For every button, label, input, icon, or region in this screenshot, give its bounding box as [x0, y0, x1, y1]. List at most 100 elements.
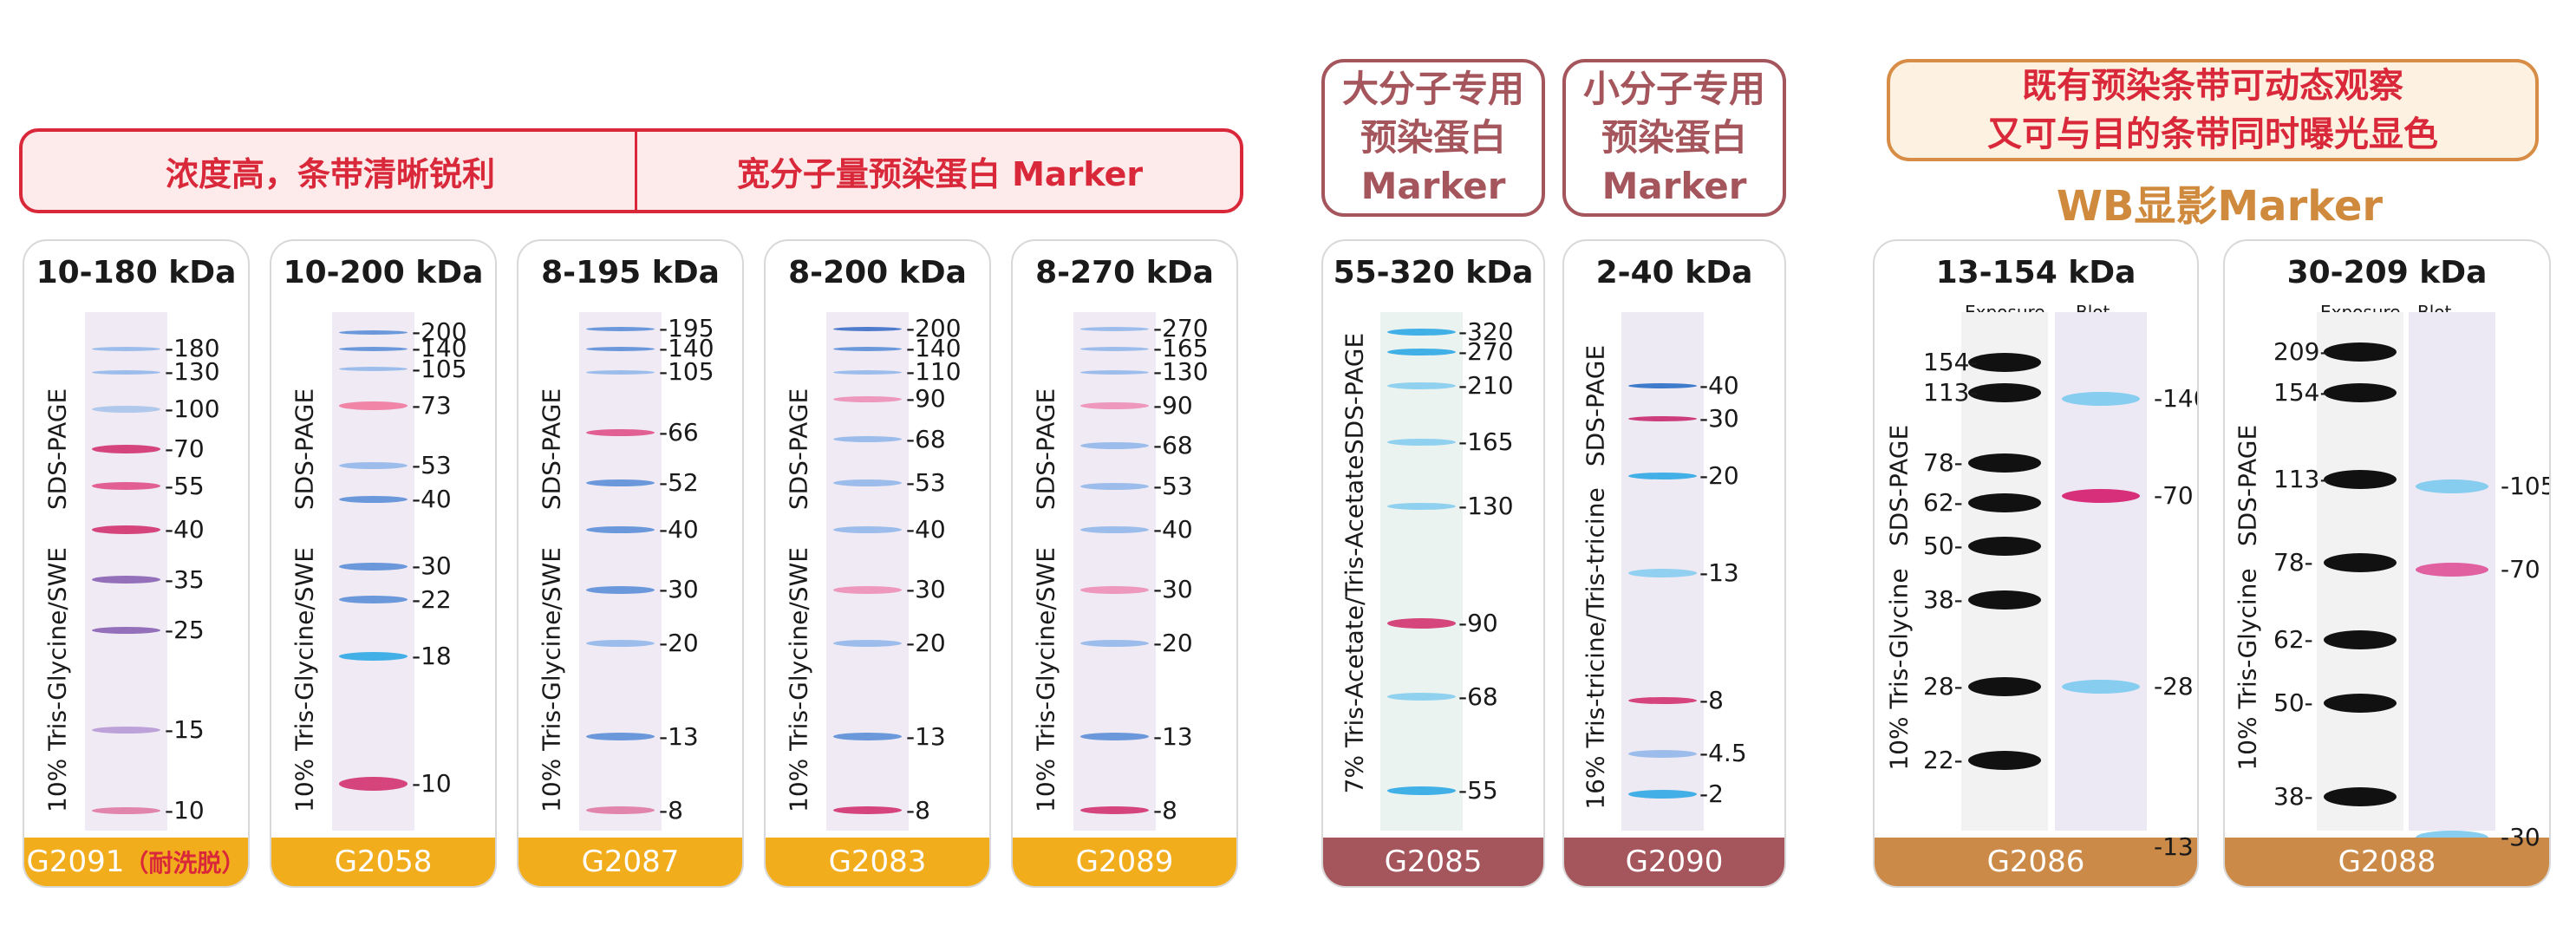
- gel-band: [585, 369, 655, 375]
- gel-band: [1386, 439, 1457, 447]
- mw-label: -180: [165, 334, 220, 363]
- gel-band: [832, 639, 903, 647]
- card-g2091: 10-180 kDa SDS-PAGE 10% Tris-Glycine/SWE…: [23, 239, 250, 888]
- card-g2089: 8-270 kDa SDS-PAGE 10% Tris-Glycine/SWE …: [1011, 239, 1238, 888]
- banner-large-line-3: Marker: [1360, 165, 1506, 207]
- mw-label-right: -70: [2154, 481, 2194, 511]
- mw-label-right: -105: [2501, 471, 2551, 500]
- mw-label: -10: [412, 768, 452, 798]
- card-title: 30-209 kDa: [2286, 255, 2488, 290]
- gel-label-top: SDS-PAGE: [1340, 332, 1369, 455]
- gel-band: [832, 479, 903, 486]
- mw-label: -20: [906, 628, 946, 657]
- mw-label: -200: [412, 317, 467, 347]
- exposure-band: [2324, 694, 2397, 714]
- gel-band: [585, 733, 655, 741]
- mw-label: -66: [659, 417, 699, 447]
- mw-label: -68: [1458, 681, 1498, 711]
- gel-band: [1386, 349, 1457, 356]
- gel-band: [91, 405, 161, 413]
- gel-band: [585, 346, 655, 351]
- gel-label-top: SDS-PAGE: [42, 388, 72, 511]
- mw-label: -140: [906, 334, 962, 363]
- exposure-band: [1968, 537, 2041, 557]
- mw-label-left: 38-: [2273, 782, 2313, 812]
- mw-label: -53: [1153, 471, 1193, 500]
- gel-band: [1386, 381, 1457, 389]
- banner-wb-line-2: 又可与目的条带同时曝光显色: [1987, 114, 2438, 154]
- mw-label: -40: [1699, 370, 1739, 400]
- gel-band: [1079, 402, 1150, 410]
- blot-lane: [2409, 312, 2495, 844]
- mw-label: -4.5: [1699, 739, 1747, 768]
- mw-label: -90: [1153, 391, 1193, 421]
- mw-label: -55: [1458, 775, 1498, 805]
- gel-band: [585, 806, 655, 815]
- exposure-band: [2324, 553, 2397, 573]
- gel-band: [1627, 696, 1698, 704]
- gel-band: [1079, 639, 1150, 647]
- gel-band: [1627, 416, 1698, 422]
- gel-label-bottom: 10% Tris-Glycine/SWE: [784, 547, 813, 812]
- mw-label: -165: [1458, 427, 1514, 457]
- mw-label: -30: [659, 575, 699, 604]
- mw-label: -35: [165, 564, 205, 594]
- product-code: G2091: [26, 844, 125, 879]
- gel-lane: [332, 312, 414, 831]
- gel-lane: [826, 312, 909, 831]
- mw-label: -140: [659, 334, 714, 363]
- gel-label-top: SDS-PAGE: [1031, 388, 1060, 511]
- exposure-band: [2324, 787, 2397, 807]
- blot-band: [2062, 489, 2140, 504]
- banner-divider: [635, 130, 637, 212]
- gel-band: [1627, 749, 1698, 758]
- gel-band: [91, 626, 161, 634]
- banner-large-molecule: 大分子专用 预染蛋白 Marker: [1321, 59, 1545, 217]
- mw-label-left: 113-: [1923, 377, 1979, 407]
- mw-label-left: 154-: [2273, 377, 2329, 407]
- mw-label: -30: [1153, 575, 1193, 604]
- mw-label: -68: [906, 424, 946, 453]
- gel-band: [91, 346, 161, 351]
- banner-large-line-1: 大分子专用: [1341, 68, 1524, 110]
- gel-label-top: SDS-PAGE: [537, 388, 566, 511]
- mw-label: -130: [1153, 357, 1209, 387]
- gel-band: [585, 479, 655, 486]
- gel-label-bottom: 7% Tris-Acetate/Tris-Acetate: [1340, 454, 1369, 794]
- product-code: G2089: [1075, 844, 1174, 879]
- card-g2088: 30-209 kDa Exposure Blot SDS-PAGE 10% Tr…: [2223, 239, 2551, 888]
- mw-label: -13: [906, 721, 946, 751]
- gel-lane: [1621, 312, 1704, 831]
- mw-label-right: -13: [2154, 832, 2194, 862]
- mw-label: -200: [906, 314, 962, 343]
- gel-lane: [1380, 312, 1463, 831]
- gel-band: [1079, 525, 1150, 533]
- mw-label-left: 22-: [1923, 745, 1963, 774]
- gel-band: [1627, 789, 1698, 799]
- exposure-band: [1968, 750, 2041, 770]
- blot-band: [2416, 563, 2488, 577]
- mw-label: -270: [1458, 337, 1514, 367]
- mw-label: -20: [1699, 461, 1739, 491]
- product-code-bar: G2087: [518, 838, 742, 886]
- mw-label-left: 28-: [1923, 672, 1963, 701]
- mw-label-left: 209-: [2273, 337, 2329, 367]
- mw-label: -68: [1153, 431, 1193, 460]
- mw-label: -70: [165, 434, 205, 464]
- gel-label-top: SDS-PAGE: [784, 388, 813, 511]
- product-code: G2088: [2338, 844, 2436, 879]
- gel-band: [832, 806, 903, 815]
- gel-band: [1079, 442, 1150, 450]
- gel-label-top: SDS-PAGE: [1581, 344, 1610, 467]
- banner-wb-line-1: 既有预染条带可动态观察: [2022, 66, 2403, 106]
- card-title: 55-320 kDa: [1333, 255, 1534, 290]
- gel-label-top: SDS-PAGE: [290, 388, 319, 511]
- mw-label: -195: [659, 314, 714, 343]
- mw-label-left: 113-: [2273, 464, 2329, 493]
- gel-label-bottom: 10% Tris-Glycine: [2233, 568, 2262, 771]
- gel-label-top: SDS-PAGE: [1884, 424, 1914, 547]
- mw-label-left: 38-: [1923, 584, 1963, 614]
- mw-label: -13: [1699, 558, 1739, 587]
- mw-label-left: 78-: [2273, 548, 2313, 577]
- mw-label: -73: [412, 391, 452, 421]
